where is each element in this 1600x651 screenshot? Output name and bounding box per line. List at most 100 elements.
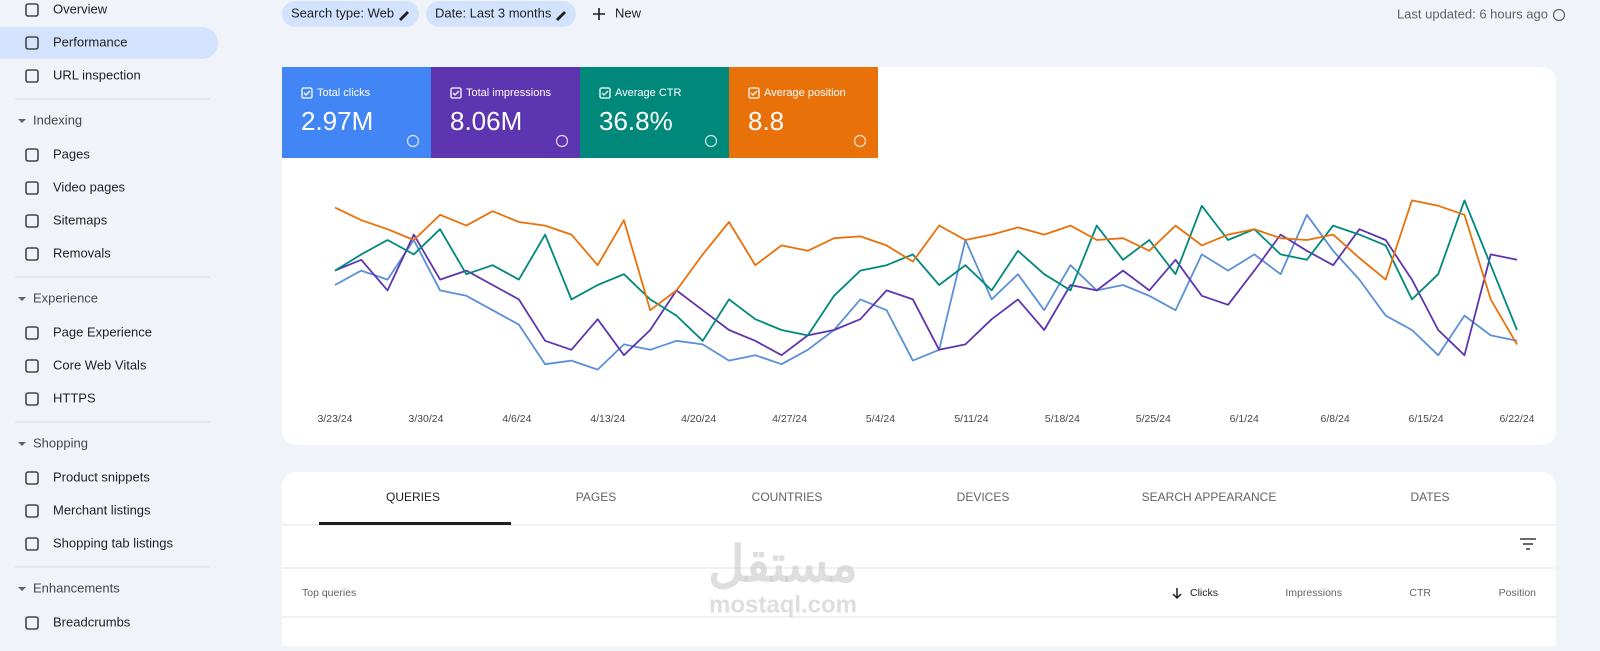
sidebar-item[interactable]: Sitemaps [53, 212, 108, 227]
sidebar-item[interactable]: Pages [53, 146, 90, 161]
sidebar-section[interactable]: Indexing [33, 112, 82, 127]
x-tick-label: 6/22/24 [1499, 413, 1534, 425]
metric-tile[interactable] [282, 67, 431, 158]
series-line [334, 228, 1518, 357]
edit-icon [399, 11, 409, 21]
sidebar-item[interactable]: Removals [53, 245, 111, 260]
active-tab-indicator [319, 522, 511, 525]
table-header[interactable]: Position [1499, 587, 1537, 599]
x-tick-label: 4/13/24 [590, 413, 625, 425]
x-tick-label: 6/8/24 [1321, 413, 1350, 425]
sidebar-item[interactable]: Merchant listings [53, 502, 151, 517]
metric-label: Total clicks [317, 87, 371, 99]
sidebar-icon [25, 359, 39, 373]
x-tick-label: 4/20/24 [681, 413, 716, 425]
x-tick-label: 6/15/24 [1409, 413, 1444, 425]
series-line [334, 199, 1518, 342]
table-header: Top queries [302, 587, 356, 599]
sidebar-item[interactable]: Page Experience [53, 324, 152, 339]
metric-checkbox [450, 87, 462, 99]
sidebar-icon [25, 504, 39, 518]
tab[interactable]: QUERIES [386, 490, 440, 504]
sidebar-icon [25, 36, 39, 50]
metric-check [750, 90, 758, 96]
table-card [282, 472, 1556, 651]
metric-value: 2.97M [301, 106, 373, 136]
metric-check [601, 90, 609, 96]
x-tick-label: 5/25/24 [1136, 413, 1171, 425]
edit-icon [556, 11, 566, 21]
sidebar-icon [25, 392, 39, 406]
sidebar-icon [25, 471, 39, 485]
metric-help [555, 134, 569, 148]
metric-value: 36.8% [599, 106, 673, 136]
sidebar-item[interactable]: Product snippets [53, 469, 150, 484]
table-header[interactable]: CTR [1409, 587, 1431, 599]
metric-tile[interactable] [580, 67, 729, 158]
filter-chip[interactable] [426, 1, 576, 27]
sidebar-icon [25, 3, 39, 17]
sidebar-item[interactable]: URL inspection [53, 67, 141, 82]
sidebar-icon [25, 616, 39, 630]
sidebar-icon [25, 326, 39, 340]
tab[interactable]: DEVICES [957, 490, 1010, 504]
filter-chip[interactable] [282, 1, 419, 27]
new-button[interactable]: New [615, 5, 642, 20]
sidebar-icon [25, 537, 39, 551]
sidebar-icon [25, 181, 39, 195]
filter-icon[interactable] [1520, 538, 1536, 550]
section-caret [18, 442, 26, 446]
watermark-arabic: مستقل [708, 536, 858, 592]
x-tick-label: 5/4/24 [866, 413, 895, 425]
watermark-latin: mostaql.com [709, 591, 857, 618]
tab[interactable]: PAGES [576, 490, 616, 504]
sidebar-icon [25, 247, 39, 261]
sidebar-item[interactable]: Breadcrumbs [53, 614, 131, 629]
sidebar-icon [25, 148, 39, 162]
metric-checkbox [301, 87, 313, 99]
section-caret [18, 587, 26, 591]
chart-card [282, 67, 1556, 445]
series-line [334, 199, 1518, 345]
x-tick-label: 5/11/24 [954, 413, 988, 425]
sidebar-item[interactable]: Core Web Vitals [53, 357, 147, 372]
sidebar-item[interactable]: Overview [53, 1, 108, 16]
sidebar-item[interactable]: HTTPS [53, 390, 96, 405]
sort-arrow [1172, 588, 1182, 600]
metric-check [303, 90, 311, 96]
filter-label: Search type: Web [291, 5, 394, 20]
x-tick-label: 4/6/24 [502, 413, 531, 425]
filter-label: Date: Last 3 months [435, 5, 552, 20]
table-header[interactable]: Clicks [1190, 587, 1218, 599]
metric-tile[interactable] [431, 67, 580, 158]
x-tick-label: 5/18/24 [1045, 413, 1080, 425]
sidebar-item[interactable]: Performance [53, 34, 127, 49]
table-header[interactable]: Impressions [1285, 587, 1342, 599]
sidebar-section[interactable]: Shopping [33, 435, 88, 450]
metric-help [406, 134, 420, 148]
sidebar-item[interactable]: Shopping tab listings [53, 535, 173, 550]
x-tick-label: 4/27/24 [772, 413, 807, 425]
metric-tile[interactable] [729, 67, 878, 158]
tab[interactable]: DATES [1410, 490, 1449, 504]
metric-help [853, 134, 867, 148]
help-icon [1552, 8, 1566, 22]
metric-help [704, 134, 718, 148]
sidebar-icon [25, 69, 39, 83]
series-line [334, 213, 1518, 371]
section-caret [18, 297, 26, 301]
sidebar-section[interactable]: Experience [33, 290, 98, 305]
x-tick-label: 3/30/24 [408, 413, 443, 425]
metric-label: Total impressions [466, 87, 551, 99]
sidebar-section[interactable]: Enhancements [33, 580, 120, 595]
last-updated: Last updated: 6 hours ago [1397, 6, 1548, 21]
plus-icon [593, 8, 605, 20]
section-caret [18, 119, 26, 123]
metric-check [452, 90, 460, 96]
sidebar-item[interactable]: Video pages [53, 179, 126, 194]
metric-label: Average CTR [615, 87, 681, 99]
tab[interactable]: COUNTRIES [752, 490, 823, 504]
tab[interactable]: SEARCH APPEARANCE [1142, 490, 1277, 504]
metric-checkbox [599, 87, 611, 99]
